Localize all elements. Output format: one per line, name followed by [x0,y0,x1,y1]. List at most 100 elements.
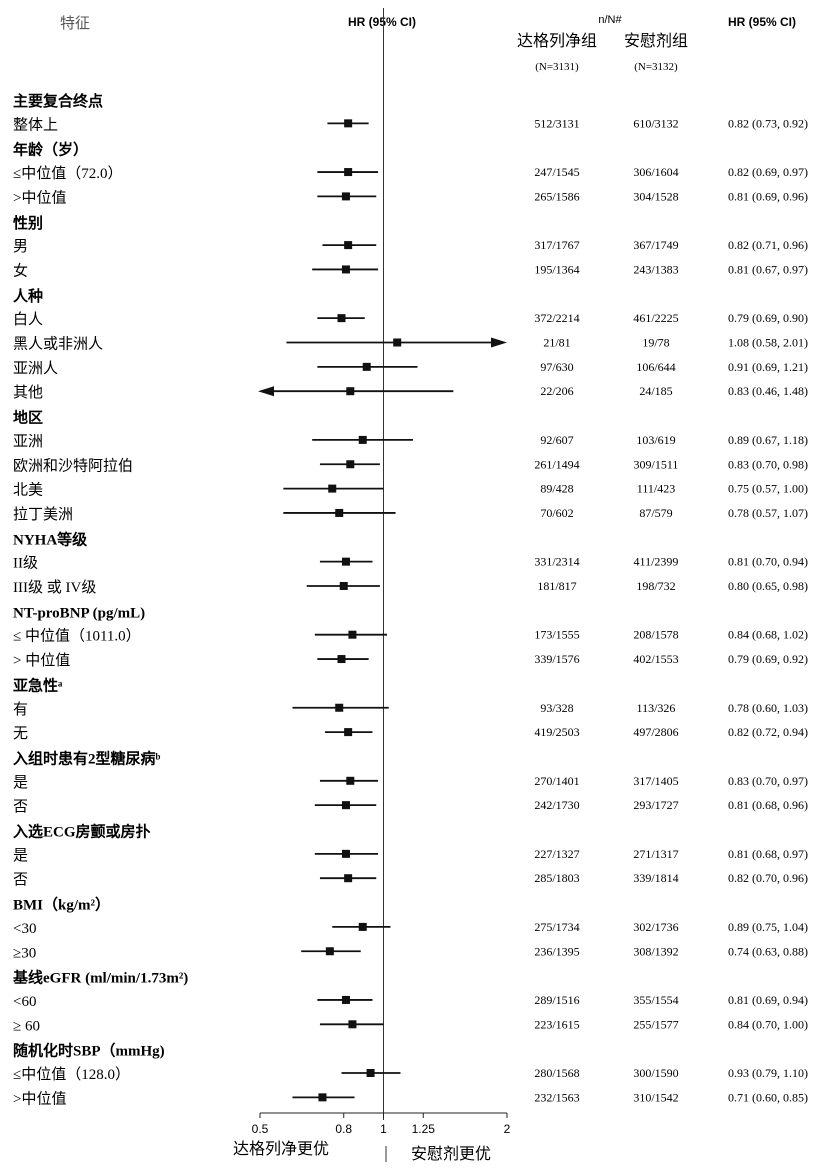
hr-point [328,484,337,493]
treatment-events: 280/1568 [534,1066,579,1080]
subgroup-label: 男 [13,239,28,255]
hr-point [325,947,334,956]
x-axis-ticks: 0.5 0.8 1 1.25 2 [252,1113,511,1136]
hr-ci-plot-header: HR (95% CI) [348,15,416,29]
treatment-events: 247/1545 [534,165,579,179]
subgroup-label: 是 [13,848,28,864]
placebo-events: 293/1727 [633,798,678,812]
group-heading: NYHA等级 [13,530,88,548]
hr-ci-value: 0.91 (0.69, 1.21) [728,360,808,374]
treatment-events: 289/1516 [534,993,579,1007]
hr-ci-value: 0.83 (0.70, 0.97) [728,774,808,788]
hr-ci-value: 0.82 (0.72, 0.94) [728,725,808,739]
hr-point [337,655,346,664]
subgroup-label: II级 [13,555,38,572]
x-tick-label: 2 [504,1122,511,1136]
subgroup-label: 亚洲人 [13,360,58,377]
hr-ci-value: 0.81 (0.68, 0.96) [728,798,808,812]
treatment-events: 21/81 [543,336,570,350]
subgroup-label: 是 [13,775,28,791]
hr-point [366,1069,375,1077]
hr-ci-value: 0.79 (0.69, 0.90) [728,311,808,325]
group-heading: 入组时患有2型糖尿病ᵇ [13,749,161,767]
treatment-events: 275/1734 [534,920,579,934]
x-tick-label: 0.5 [252,1122,269,1136]
hr-point [344,728,353,737]
subgroup-label: ≥30 [13,945,36,961]
hr-ci-value: 0.80 (0.65, 0.98) [728,579,808,593]
placebo-events: 24/185 [639,384,672,398]
group-heading: 地区 [13,409,43,427]
treatment-events: 317/1767 [534,238,579,252]
treatment-events: 512/3131 [534,116,579,130]
hr-point [341,849,350,858]
subgroup-label: 白人 [13,311,43,328]
hr-point [335,703,344,712]
hr-ci-value: 0.93 (0.79, 1.10) [728,1066,808,1080]
treatment-n-header: (N=3131) [535,61,579,73]
treatment-events: 261/1494 [534,457,579,471]
subgroup-label: ≤中位值（72.0） [13,165,122,182]
hr-point [341,265,350,274]
treatment-group-header: 达格列净组 [517,32,597,50]
placebo-events: 310/1542 [633,1090,678,1104]
placebo-group-header: 安慰剂组 [624,32,688,50]
treatment-events: 331/2314 [534,555,579,569]
hr-ci-value: 0.81 (0.70, 0.94) [728,555,808,569]
treatment-events: 419/2503 [534,725,579,739]
group-heading: NT-proBNP (pg/mL) [13,605,145,621]
subgroup-label: > 中位值 [13,652,70,669]
group-heading: 入选ECG房颤或房扑 [13,823,151,841]
group-heading: 亚急性ᵃ [13,676,63,694]
hr-point [346,460,355,469]
hr-ci-value: 0.82 (0.73, 0.92) [728,116,808,130]
subgroup-label: 拉丁美洲 [13,506,73,523]
subgroup-label: 黑人或非洲人 [13,336,103,353]
subgroup-label: ≤中位值（128.0） [13,1066,130,1083]
subgroup-label: 女 [13,261,28,279]
hr-point [362,362,371,371]
hr-point [339,582,348,590]
hr-ci-value: 1.08 (0.58, 2.01) [728,336,808,350]
x-tick-label: 1.25 [412,1122,436,1136]
hr-ci-column-header: HR (95% CI) [728,15,796,29]
placebo-events: 300/1590 [633,1066,678,1080]
favors-placebo-label: 安慰剂更优 [411,1145,491,1163]
treatment-events: 92/607 [540,433,573,447]
treatment-events: 227/1327 [534,847,579,861]
hr-ci-value: 0.83 (0.70, 0.98) [728,457,808,471]
treatment-events: 270/1401 [534,774,579,788]
placebo-events: 610/3132 [633,116,678,130]
hr-point [344,168,353,177]
treatment-events: 93/328 [540,701,573,715]
hr-point [341,995,350,1004]
treatment-events: 339/1576 [534,652,579,666]
hr-point [341,192,350,201]
hr-ci-value: 0.71 (0.60, 0.85) [728,1090,808,1104]
hr-point [348,630,357,639]
hr-ci-value: 0.74 (0.63, 0.88) [728,944,808,958]
hr-ci-value: 0.89 (0.75, 1.04) [728,920,808,934]
treatment-events: 22/206 [540,384,573,398]
placebo-events: 87/579 [639,506,672,520]
placebo-events: 306/1604 [633,165,678,179]
hr-point [348,1020,357,1029]
subgroup-label: 否 [13,872,28,888]
placebo-events: 198/732 [636,579,675,593]
hr-point [346,387,355,396]
n-over-n-header: n/N# [598,14,622,26]
hr-ci-value: 0.89 (0.67, 1.18) [728,433,808,447]
placebo-events: 317/1405 [633,774,678,788]
x-tick-label: 1 [380,1122,387,1136]
hr-ci-value: 0.81 (0.69, 0.94) [728,993,808,1007]
treatment-events: 89/428 [540,482,573,496]
placebo-events: 308/1392 [633,944,678,958]
placebo-events: 309/1511 [634,457,679,471]
placebo-events: 461/2225 [633,311,678,325]
hr-ci-value: 0.78 (0.57, 1.07) [728,506,808,520]
hr-point [335,508,344,517]
hr-ci-value: 0.78 (0.60, 1.03) [728,701,808,715]
treatment-events: 181/817 [537,579,576,593]
subgroup-label: 无 [13,726,28,742]
hr-ci-value: 0.75 (0.57, 1.00) [728,482,808,496]
